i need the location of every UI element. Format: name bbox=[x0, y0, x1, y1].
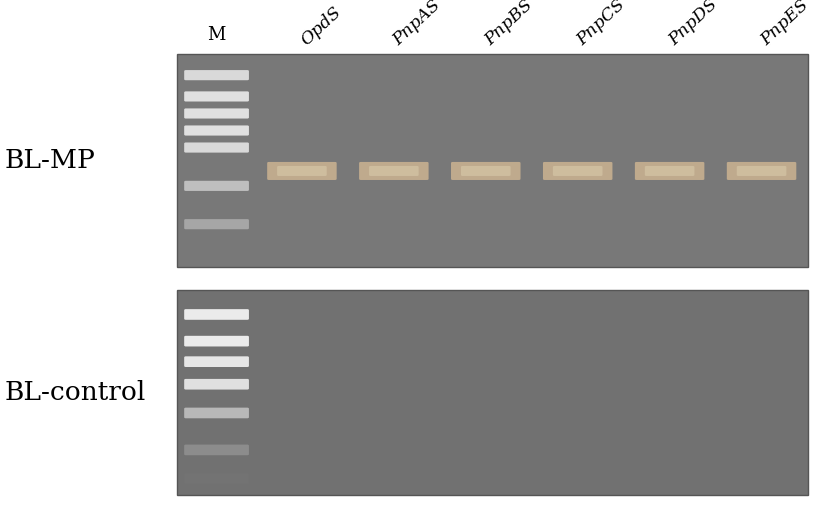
FancyBboxPatch shape bbox=[185, 181, 249, 191]
FancyBboxPatch shape bbox=[185, 91, 249, 102]
Text: PnpBS: PnpBS bbox=[482, 0, 536, 49]
FancyBboxPatch shape bbox=[727, 162, 796, 180]
FancyBboxPatch shape bbox=[185, 143, 249, 152]
FancyBboxPatch shape bbox=[185, 70, 249, 80]
FancyBboxPatch shape bbox=[185, 219, 249, 229]
Text: PnpDS: PnpDS bbox=[666, 0, 721, 49]
FancyBboxPatch shape bbox=[553, 166, 602, 176]
Bar bbox=[177, 54, 808, 267]
FancyBboxPatch shape bbox=[359, 162, 428, 180]
FancyBboxPatch shape bbox=[185, 336, 249, 346]
Text: M: M bbox=[208, 26, 226, 44]
FancyBboxPatch shape bbox=[645, 166, 695, 176]
FancyBboxPatch shape bbox=[543, 162, 612, 180]
Text: BL-control: BL-control bbox=[4, 380, 145, 405]
Bar bbox=[177, 290, 808, 495]
FancyBboxPatch shape bbox=[185, 379, 249, 389]
FancyBboxPatch shape bbox=[185, 408, 249, 418]
FancyBboxPatch shape bbox=[737, 166, 786, 176]
FancyBboxPatch shape bbox=[461, 166, 511, 176]
FancyBboxPatch shape bbox=[185, 473, 249, 484]
FancyBboxPatch shape bbox=[634, 162, 705, 180]
Text: PnpES: PnpES bbox=[757, 0, 812, 49]
FancyBboxPatch shape bbox=[267, 162, 337, 180]
Text: BL-MP: BL-MP bbox=[4, 148, 95, 173]
Text: OpdS: OpdS bbox=[297, 3, 344, 49]
FancyBboxPatch shape bbox=[277, 166, 327, 176]
FancyBboxPatch shape bbox=[185, 357, 249, 367]
FancyBboxPatch shape bbox=[451, 162, 521, 180]
Text: PnpAS: PnpAS bbox=[390, 0, 444, 49]
FancyBboxPatch shape bbox=[185, 108, 249, 119]
FancyBboxPatch shape bbox=[185, 445, 249, 455]
FancyBboxPatch shape bbox=[185, 126, 249, 135]
FancyBboxPatch shape bbox=[369, 166, 419, 176]
Text: PnpCS: PnpCS bbox=[574, 0, 629, 49]
FancyBboxPatch shape bbox=[185, 309, 249, 320]
